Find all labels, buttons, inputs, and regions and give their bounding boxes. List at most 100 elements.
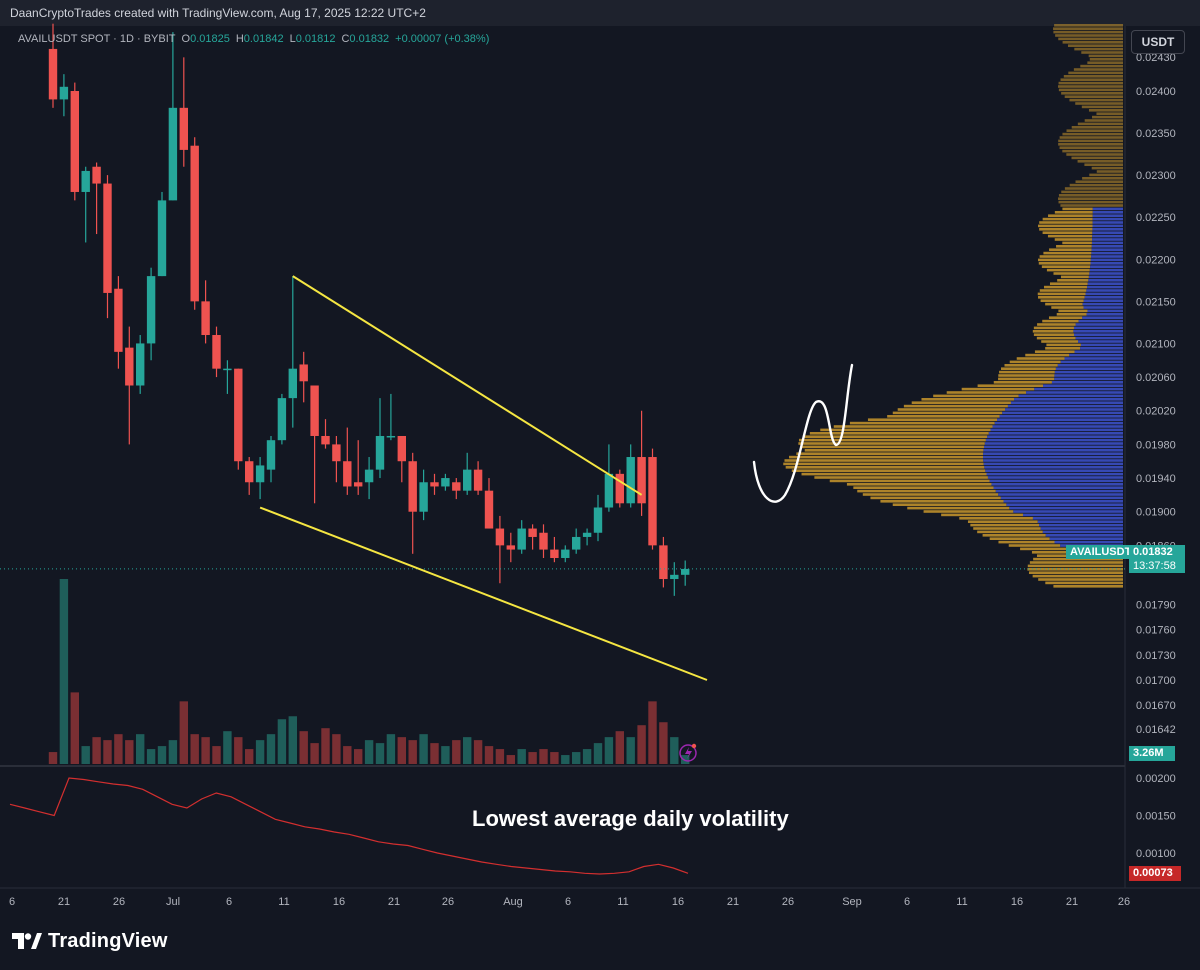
volume-profile-value-area-row: [988, 432, 1123, 435]
candle-body: [288, 368, 297, 399]
volume-profile-row: [1056, 245, 1092, 248]
time-tick-label: 6: [565, 896, 571, 908]
candle-body: [681, 568, 690, 575]
time-tick-label: 26: [113, 896, 125, 908]
volume-profile-row: [903, 404, 1008, 408]
volume-profile-value-area-row: [998, 493, 1123, 496]
candle-body: [266, 440, 276, 470]
candle-body: [255, 465, 265, 483]
volume-bar: [495, 749, 505, 764]
volume-bar: [310, 743, 319, 764]
tradingview-logo[interactable]: TradingView: [12, 930, 168, 953]
volume-profile-row: [970, 523, 1040, 527]
volume-bar: [59, 579, 69, 764]
volume-profile-row: [853, 486, 994, 489]
volatility-tag: 0.00073: [1129, 866, 1181, 881]
volume-profile-row: [1058, 85, 1123, 88]
volume-profile-value-area-row: [985, 438, 1123, 442]
time-tick-label: 21: [58, 896, 70, 908]
volume-profile-row: [784, 459, 984, 462]
volume-profile-row: [1001, 367, 1056, 370]
candle-body: [343, 461, 352, 487]
volume-profile-row: [1075, 102, 1123, 105]
volume-profile-row: [1071, 126, 1123, 129]
chart-canvas[interactable]: 0.02430 0.02400 0.02350 0.02300 0.02250 0.022…: [0, 0, 1200, 912]
volume-profile-row: [1049, 282, 1088, 285]
volume-bar: [157, 746, 167, 764]
volume-profile-value-area-row: [1043, 384, 1123, 387]
volume-profile-row: [1032, 574, 1123, 578]
volume-bar: [332, 734, 341, 764]
volume-profile-value-area-row: [987, 435, 1123, 438]
volume-profile-value-area-row: [983, 455, 1123, 459]
time-tick-label: 16: [1011, 896, 1023, 908]
volume-profile-row: [946, 391, 1027, 394]
price-tick-label: 0.02400: [1136, 86, 1176, 98]
volume-profile-row: [1016, 357, 1065, 360]
volume-bar: [397, 737, 406, 764]
volume-profile-value-area-row: [1000, 496, 1123, 500]
candle-body: [615, 473, 624, 504]
candle-body: [103, 183, 112, 293]
candle-body: [321, 435, 330, 445]
volume-profile-row: [911, 401, 1011, 404]
volatility-tick-label: 0.00100: [1136, 848, 1176, 860]
price-tick-label: 0.01900: [1136, 507, 1176, 519]
volume-profile-value-area-row: [983, 449, 1123, 452]
volume-profile-value-area-row: [983, 452, 1123, 455]
volume-profile-row: [1027, 568, 1123, 571]
price-tag-price: 0.01832: [1129, 545, 1185, 559]
volume-profile-value-area-row: [984, 442, 1123, 445]
volume-bar: [179, 701, 188, 764]
volume-profile-value-area-row: [995, 489, 1123, 493]
volume-bar: [168, 740, 178, 764]
candle-body: [572, 536, 581, 550]
volume-profile-row: [1058, 309, 1088, 313]
volume-profile-row: [1073, 68, 1123, 71]
candle-body: [234, 368, 243, 462]
candle-body: [484, 490, 494, 529]
volume-profile-row: [1042, 231, 1093, 234]
volume-profile-row: [833, 425, 993, 428]
candle-body: [582, 532, 592, 537]
volume-profile-row: [1054, 238, 1093, 241]
legend-close-value: 0.01832: [349, 33, 390, 45]
volume-profile-row: [1096, 112, 1123, 115]
volume-profile-value-area-row: [1087, 309, 1123, 313]
volume-profile-row: [989, 537, 1050, 540]
volume-profile-row: [1033, 326, 1074, 330]
price-tick-label: 0.01760: [1136, 625, 1176, 637]
legend-open-value: 0.01825: [190, 33, 230, 45]
time-tick-label: 11: [956, 896, 967, 908]
volume-profile-row: [1033, 333, 1074, 336]
volume-profile-value-area-row: [1069, 353, 1123, 357]
tradingview-logo-icon: [12, 933, 42, 949]
candle-body: [81, 170, 90, 192]
header-title: DaanCryptoTrades created with TradingVie…: [10, 6, 426, 20]
volume-profile-row: [1089, 173, 1123, 177]
candle-body: [495, 528, 505, 546]
candle-body: [354, 482, 363, 487]
volume-bar: [484, 746, 494, 764]
legend-symbol[interactable]: AVAILUSDT SPOT · 1D · BYBIT: [18, 33, 176, 45]
volume-profile: [783, 24, 1123, 588]
volume-bar: [550, 752, 559, 764]
volume-profile-value-area-row: [992, 425, 1123, 428]
volume-profile-row: [1071, 156, 1123, 160]
candle-body: [397, 435, 406, 462]
legend-open-label: O: [181, 33, 191, 45]
volume-profile-row: [1062, 149, 1123, 153]
volume-bar: [299, 731, 308, 764]
volume-profile-value-area-row: [1091, 255, 1123, 258]
legend-high-label: H: [235, 33, 244, 45]
time-tick-label: 26: [1118, 896, 1130, 908]
volume-profile-value-area-row: [1054, 374, 1123, 377]
volume-profile-row: [791, 469, 986, 472]
volume-profile-row: [1088, 109, 1123, 112]
volume-profile-row: [870, 496, 1001, 500]
price-tick-label: 0.02020: [1136, 406, 1176, 418]
volume-profile-row: [809, 432, 989, 435]
currency-button[interactable]: USDT: [1131, 30, 1185, 54]
volume-profile-row: [999, 370, 1055, 374]
volume-profile-row: [849, 421, 995, 425]
